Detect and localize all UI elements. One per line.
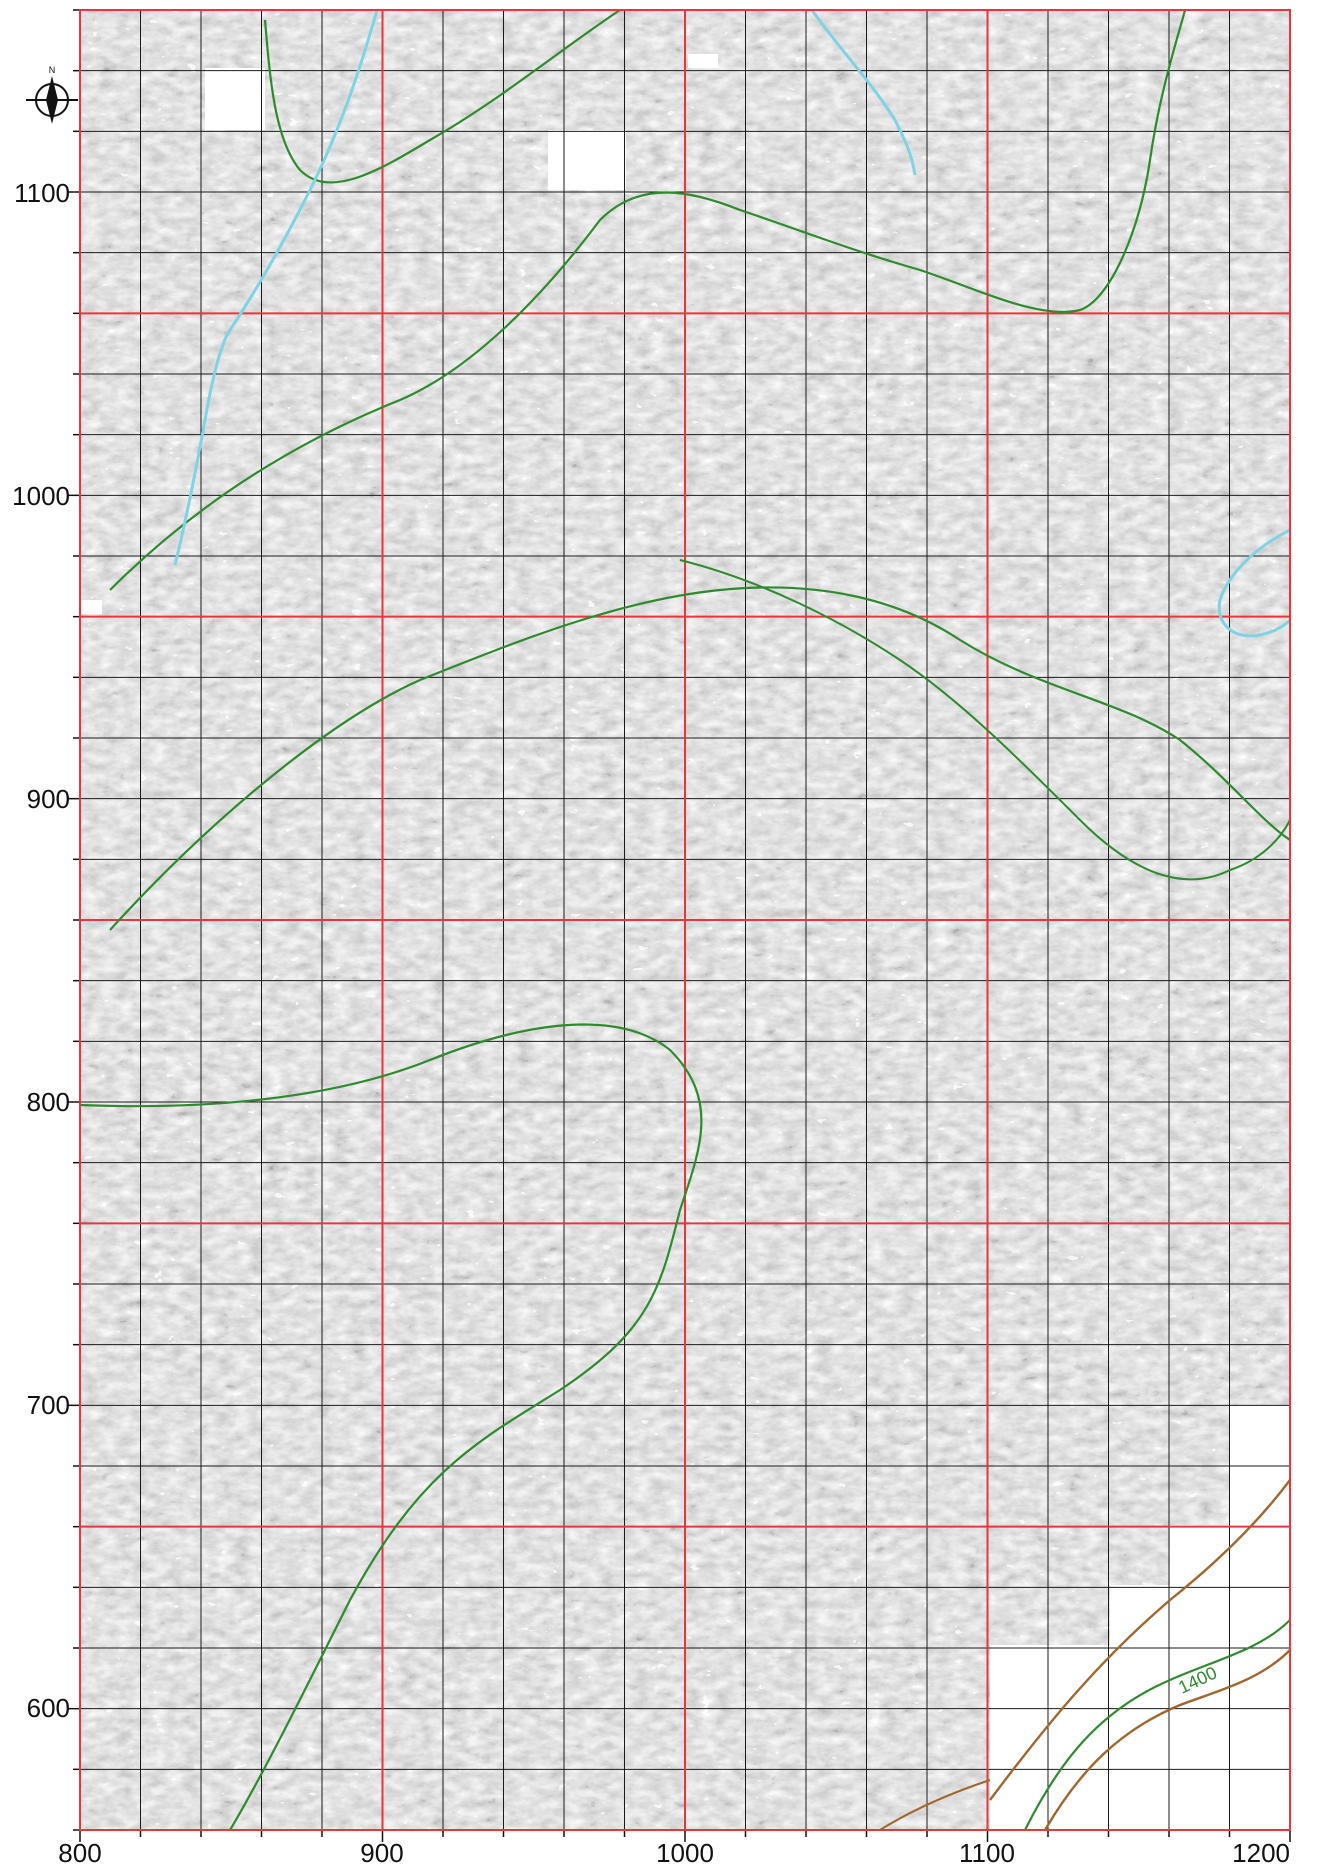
north-arrow-icon: N xyxy=(26,65,78,124)
contour-line-green xyxy=(1024,1619,1290,1830)
x-tick-label: 1000 xyxy=(656,1838,714,1868)
x-axis: 800 900 1000 1100 1200 xyxy=(58,1838,1290,1868)
x-tick-label: 1200 xyxy=(1232,1838,1290,1868)
y-axis: 1100 1000 900 800 700 600 xyxy=(12,178,70,1723)
contour-line-green xyxy=(109,586,1290,931)
y-tick-label: 1100 xyxy=(14,178,70,208)
x-tick-label: 900 xyxy=(360,1838,403,1868)
y-tick-label: 800 xyxy=(27,1087,70,1117)
stream-line-cyan xyxy=(1217,528,1290,638)
stream-line-cyan xyxy=(173,10,379,566)
plot-frame xyxy=(79,9,1291,1831)
contour-line-green xyxy=(80,1023,703,1830)
y-tick-label: 900 xyxy=(27,784,70,814)
y-tick-label: 600 xyxy=(27,1693,70,1723)
stream-line-cyan xyxy=(810,10,917,176)
x-tick-label: 800 xyxy=(58,1838,101,1868)
contour-line-green xyxy=(263,10,621,184)
contour-line-brown xyxy=(989,1479,1290,1801)
y-tick-label: 1000 xyxy=(12,481,70,511)
data-gaps xyxy=(80,54,1290,1830)
contour-line-brown xyxy=(1043,1649,1290,1830)
contour-line-green xyxy=(679,559,1290,881)
y-tick-label: 700 xyxy=(27,1390,70,1420)
x-tick-label: 1100 xyxy=(959,1838,1015,1868)
svg-text:N: N xyxy=(49,65,56,75)
contour-line-green xyxy=(109,10,1187,591)
contour-line-brown xyxy=(879,1779,991,1830)
